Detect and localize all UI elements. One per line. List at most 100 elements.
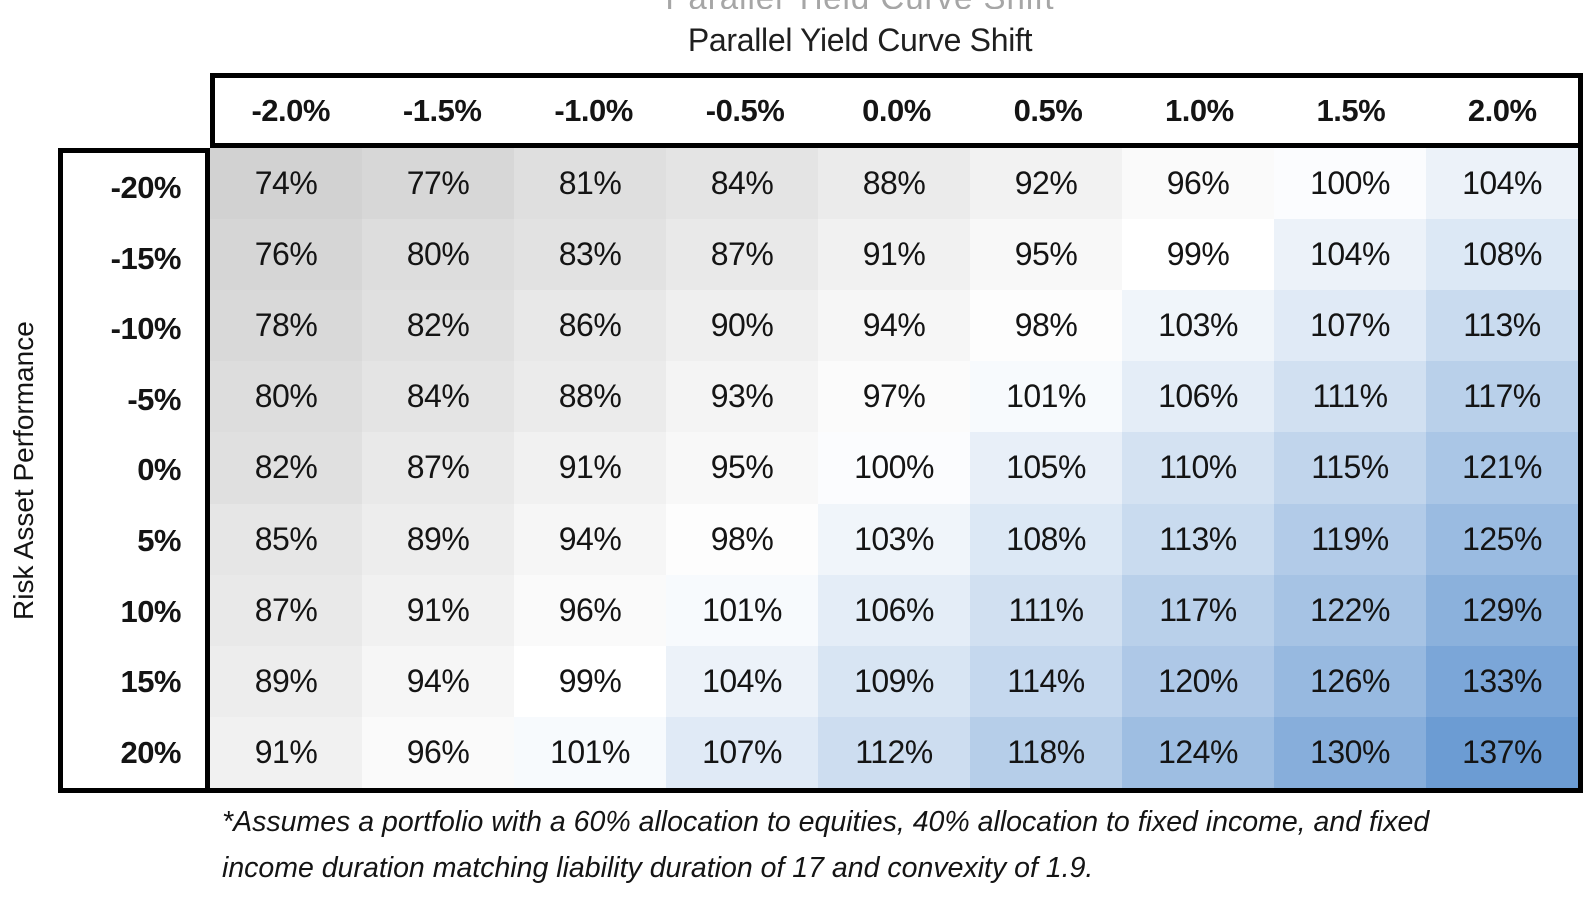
heatmap-cell: 105%	[970, 432, 1122, 504]
heatmap-cell: 94%	[362, 645, 514, 717]
heatmap-cell: 83%	[514, 219, 666, 291]
heatmap-cell: 86%	[514, 290, 666, 362]
heatmap-cell: 124%	[1122, 716, 1274, 788]
heatmap-cell: 130%	[1274, 716, 1426, 788]
heatmap-cell: 129%	[1426, 574, 1578, 646]
row-label: 20%	[120, 734, 181, 770]
heatmap-cell: 99%	[1122, 219, 1274, 291]
row-label-column: -20% -15% -10% -5% 0% 5% 10% 15% 20%	[58, 148, 210, 793]
heatmap-cell: 101%	[666, 574, 818, 646]
heatmap-cell: 92%	[970, 148, 1122, 220]
heatmap-cell: 126%	[1274, 645, 1426, 717]
heatmap-cell: 111%	[970, 574, 1122, 646]
heatmap-cell: 118%	[970, 716, 1122, 788]
footnote: *Assumes a portfolio with a 60% allocati…	[222, 799, 1552, 891]
heatmap-cell: 87%	[362, 432, 514, 504]
heatmap-cell: 111%	[1274, 361, 1426, 433]
heatmap-cell: 100%	[1274, 148, 1426, 220]
heatmap-cell: 99%	[514, 645, 666, 717]
footnote-line-2: income duration matching liability durat…	[222, 852, 1094, 885]
heatmap-cell: 109%	[818, 645, 970, 717]
heatmap-cell: 94%	[818, 290, 970, 362]
heatmap-cell: 113%	[1426, 290, 1578, 362]
row-label: 0%	[137, 452, 181, 488]
heatmap-cell: 104%	[666, 645, 818, 717]
heatmap-cell: 101%	[514, 716, 666, 788]
heatmap-cell: 91%	[818, 219, 970, 291]
heatmap-cell: 110%	[1122, 432, 1274, 504]
heatmap-cell: 90%	[666, 290, 818, 362]
heatmap-cell: 91%	[210, 716, 362, 788]
row-label: -15%	[110, 240, 182, 276]
heatmap-cell: 87%	[210, 574, 362, 646]
heatmap-cell: 82%	[210, 432, 362, 504]
heatmap-cell: 91%	[514, 432, 666, 504]
heatmap-cell: 76%	[210, 219, 362, 291]
heatmap-cell: 91%	[362, 574, 514, 646]
heatmap-cell: 80%	[210, 361, 362, 433]
chart-title: Parallel Yield Curve Shift	[687, 22, 1033, 58]
heatmap-cell: 95%	[970, 219, 1122, 291]
row-label: 15%	[120, 664, 181, 700]
row-label: 5%	[137, 523, 181, 559]
heatmap-cell: 100%	[818, 432, 970, 504]
heatmap-cell: 80%	[362, 219, 514, 291]
column-header: -1.5%	[402, 92, 482, 128]
column-header: -1.0%	[554, 92, 633, 128]
heatmap-cell: 106%	[1122, 361, 1274, 433]
heatmap-cell: 89%	[362, 503, 514, 575]
heatmap-cell: 113%	[1122, 503, 1274, 575]
heatmap-cell: 114%	[970, 645, 1122, 717]
heatmap-cell: 94%	[514, 503, 666, 575]
clipped-gray-title-text: Parallel Yield Curve Shift	[140, 0, 1580, 9]
heatmap-cell: 120%	[1122, 645, 1274, 717]
row-label: 10%	[120, 593, 181, 629]
heatmap-cell: 96%	[514, 574, 666, 646]
row-label: -5%	[127, 381, 181, 417]
heatmap-cell: 101%	[970, 361, 1122, 433]
column-header: -2.0%	[251, 92, 330, 128]
heatmap-cell: 89%	[210, 645, 362, 717]
row-label: -10%	[110, 311, 182, 347]
heatmap-cell: 96%	[1122, 148, 1274, 220]
heatmap-cell: 107%	[666, 716, 818, 788]
heatmap-cell: 93%	[666, 361, 818, 433]
heatmap-cell: 108%	[970, 503, 1122, 575]
heatmap-cell: 98%	[970, 290, 1122, 362]
heatmap-cell: 103%	[818, 503, 970, 575]
heatmap-cell: 74%	[210, 148, 362, 220]
heatmap-cell: 112%	[818, 716, 970, 788]
heatmap-cell: 117%	[1426, 361, 1578, 433]
heatmap-cell: 119%	[1274, 503, 1426, 575]
heatmap-cell: 98%	[666, 503, 818, 575]
heatmap-cell: 122%	[1274, 574, 1426, 646]
heatmap-cell: 84%	[362, 361, 514, 433]
y-axis-label: Risk Asset Performance	[8, 321, 39, 620]
column-header: 0.5%	[1013, 92, 1083, 128]
heatmap-grid: 74% 77% 81% 84% 88% 92% 96% 100% 104% 76% 80% 83% 87…	[210, 148, 1583, 793]
heatmap-cell: 115%	[1274, 432, 1426, 504]
heatmap-cell: 88%	[514, 361, 666, 433]
heatmap-cell: 125%	[1426, 503, 1578, 575]
column-header: 2.0%	[1467, 92, 1537, 128]
heatmap-cell: 96%	[362, 716, 514, 788]
row-label: -20%	[110, 170, 182, 206]
column-header: -0.5%	[705, 92, 785, 128]
column-header-row: -2.0% -1.5% -1.0% -0.5% 0.0% 0.5% 1.0% 1.5% 2.0%	[210, 73, 1583, 148]
heatmap-cell: 107%	[1274, 290, 1426, 362]
heatmap-cell: 108%	[1426, 219, 1578, 291]
heatmap-cell: 84%	[666, 148, 818, 220]
column-header: 0.0%	[862, 92, 931, 128]
heatmap-cell: 87%	[666, 219, 818, 291]
heatmap-cell: 104%	[1274, 219, 1426, 291]
column-header: 1.0%	[1165, 92, 1234, 128]
column-header: 1.5%	[1316, 92, 1386, 128]
heatmap-cell: 133%	[1426, 645, 1578, 717]
heatmap-cell: 121%	[1426, 432, 1578, 504]
heatmap-cell: 137%	[1426, 716, 1578, 788]
heatmap-cell: 88%	[818, 148, 970, 220]
heatmap-cell: 77%	[362, 148, 514, 220]
footnote-line-1: *Assumes a portfolio with a 60% allocati…	[222, 806, 1430, 838]
heatmap-cell: 97%	[818, 361, 970, 433]
heatmap-cell: 106%	[818, 574, 970, 646]
